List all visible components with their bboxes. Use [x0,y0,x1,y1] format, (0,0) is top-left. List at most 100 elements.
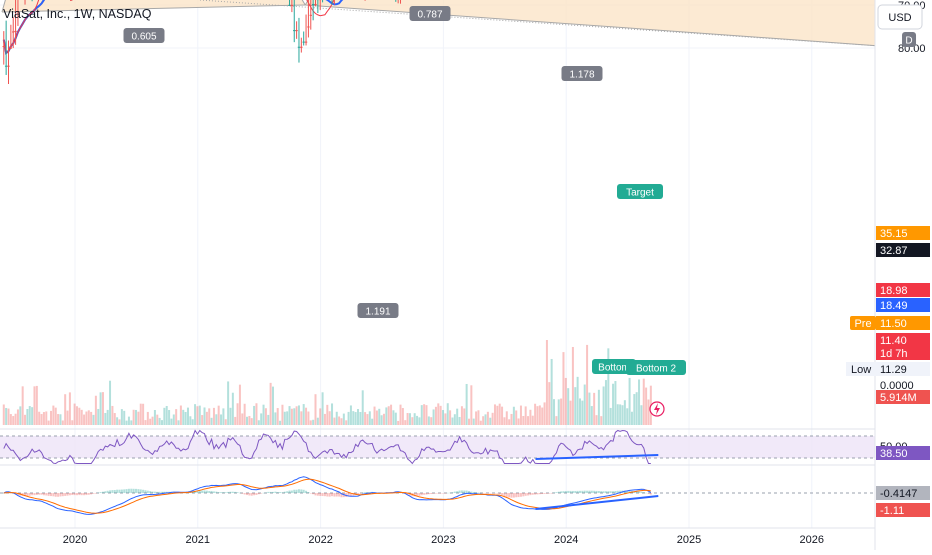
volume-bar [194,404,196,425]
price-label: 11.50 [880,318,907,330]
macd-hist-bar [489,493,491,494]
volume-bar [74,404,76,425]
macd-hist-bar [522,493,524,496]
volume-bar [603,386,605,425]
pre-market-label: Pre [854,318,871,330]
volume-bar [612,384,614,425]
macd-hist-bar [206,491,208,493]
macd-hist-bar [50,493,52,496]
macd-hist-bar [100,492,102,493]
macd-hist-bar [499,493,501,494]
macd-hist-bar [508,493,510,497]
volume-bar [402,408,404,425]
macd-hist-bar [643,492,645,493]
price-label: 11.40 [880,335,907,347]
volume-bar [291,409,293,425]
volume-bar [100,392,102,425]
macd-hist-bar [291,491,293,493]
macd-hist-bar [329,493,331,497]
macd-hist-bar [591,491,593,493]
volume-bar [485,414,487,425]
volume-bar [166,406,168,425]
volume-bar [477,410,479,425]
volume-bar [199,406,201,425]
volume-bar [555,416,557,425]
time-axis-tick: 2021 [186,534,210,546]
volume-bar [416,416,418,425]
volume-bar [305,408,307,425]
volume-bar [26,409,28,425]
volume-bar [454,414,456,425]
macd-hist-bar [123,489,125,493]
volume-bar [570,401,572,425]
volume-bar [366,414,368,425]
macd-hist-bar [253,493,255,495]
macd-hist-bar [560,491,562,493]
macd-hist-bar [336,493,338,497]
volume-bar [376,411,378,425]
macd-hist-bar [41,493,43,495]
macd-hist-bar [201,491,203,493]
volume-bar [152,417,154,425]
volume-bar [57,414,59,425]
macd-hist-bar [536,493,538,494]
macd-hist-bar [435,493,437,494]
volume-bar [59,414,61,425]
volume-bar [137,412,139,425]
volume-bar [329,411,331,425]
macd-hist-bar [102,492,104,493]
macd-hist-bar [584,491,586,493]
macd-hist-bar [567,491,569,493]
candle-body [3,46,5,47]
macd-hist-bar [527,493,529,495]
volume-bar [211,418,213,425]
macd-hist-bar [213,491,215,493]
macd-hist-bar [482,493,484,494]
macd-hist-bar [48,493,50,496]
chart-title: ViaSat, Inc., 1W, NASDAQ [3,7,152,21]
macd-hist-bar [64,493,66,496]
volume-bar [270,383,272,425]
macd-hist-bar [475,492,477,493]
fib-ratio-label: 1.191 [365,307,390,318]
macd-hist-bar [255,493,257,495]
volume-bar [38,412,40,425]
macd-hist-bar [603,491,605,493]
volume-bar [107,410,109,425]
macd-hist-bar [425,493,427,495]
macd-hist-bar [111,490,113,493]
macd-hist-bar [36,493,38,495]
macd-hist-bar [149,491,151,493]
volume-bar [178,420,180,425]
volume-bar [423,404,425,425]
volume-bar [331,403,333,425]
macd-hist-bar [204,490,206,493]
macd-hist-bar [364,492,366,493]
macd-hist-bar [227,492,229,493]
macd-hist-bar [218,492,220,493]
volume-bar [513,407,515,425]
volume-bar [404,420,406,425]
macd-hist-bar [293,490,295,493]
currency-button-label: USD [888,12,911,24]
volume-bar [298,405,300,425]
macd-hist-bar [81,493,83,495]
volume-bar [289,406,291,425]
macd-hist-bar [494,493,496,494]
volume-bar [206,412,208,425]
volume-bar [466,384,468,425]
macd-hist-bar [362,493,364,494]
macd-hist-bar [59,493,61,496]
volume-bar [12,416,14,425]
volume-bar [258,420,260,425]
macd-hist-bar [650,493,652,495]
volume-bar [149,419,151,425]
macd-hist-bar [234,492,236,493]
volume-bar [241,413,243,425]
candle-body [10,47,12,48]
volume-bar [246,417,248,425]
volume-bar [468,419,470,425]
volume-bar [62,420,64,425]
macd-hist-bar [126,489,128,493]
